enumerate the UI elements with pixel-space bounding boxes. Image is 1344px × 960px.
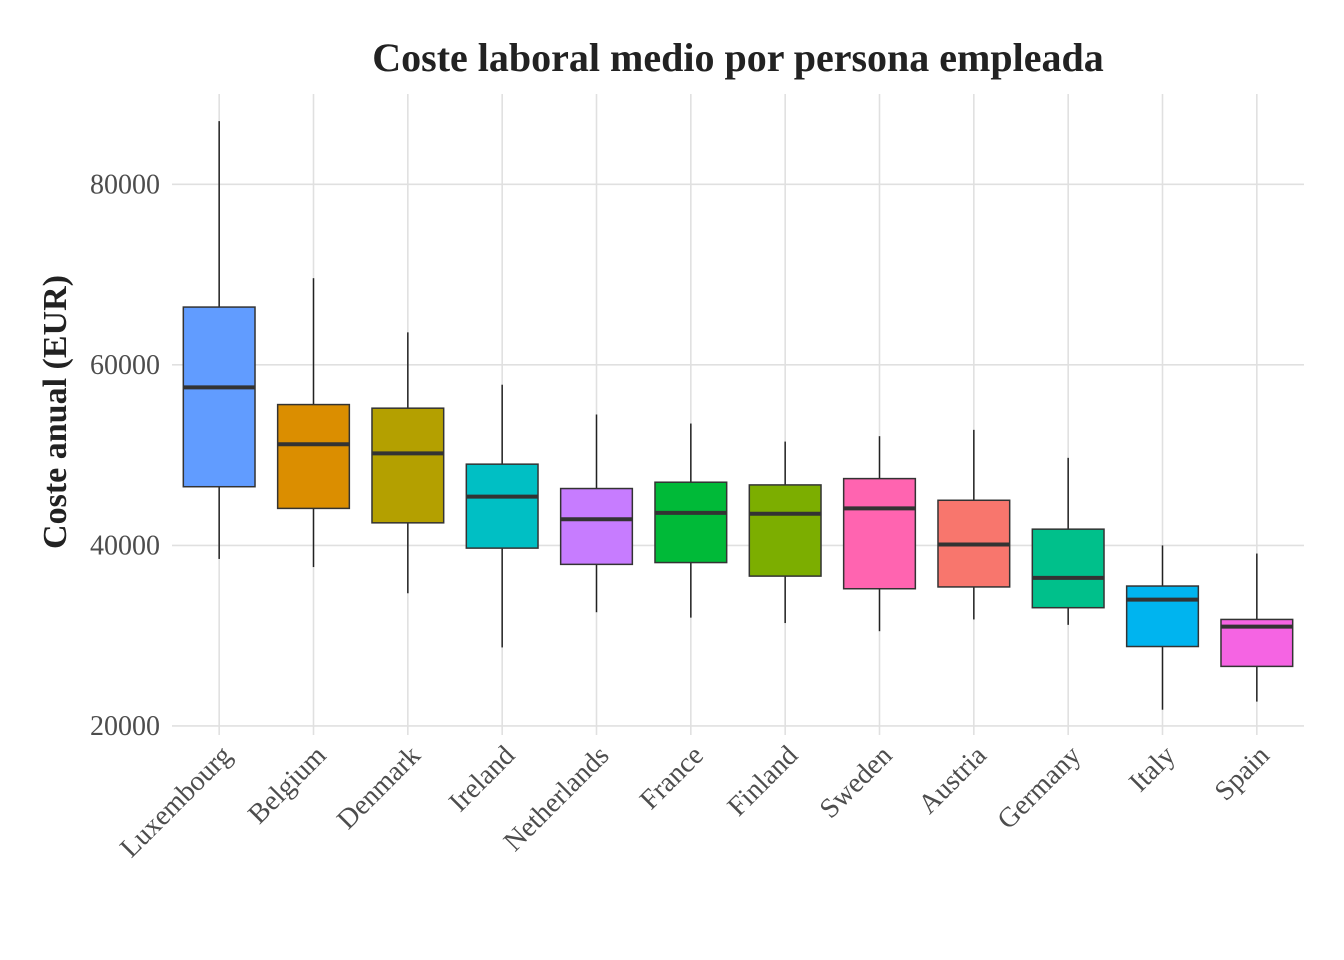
iqr-box (654, 481, 728, 564)
box-france (654, 423, 728, 618)
iqr-box (465, 463, 539, 549)
y-tick-labels: 20000 40000 60000 80000 (90, 169, 160, 742)
box-germany (1031, 457, 1105, 625)
x-tick-label: Spain (1209, 740, 1276, 807)
x-tick-label: Belgium (242, 740, 332, 830)
iqr-box (842, 477, 917, 590)
x-tick-label: Denmark (331, 740, 427, 836)
box-luxembourg (182, 121, 256, 559)
x-tick-label: France (634, 740, 710, 816)
y-tick-label: 40000 (90, 530, 160, 561)
iqr-box (748, 484, 822, 577)
x-tick-label: Sweden (814, 740, 899, 825)
x-tick-label: Germany (992, 740, 1088, 836)
y-axis-label: Coste anual (EUR) (37, 275, 74, 549)
iqr-box (1031, 528, 1105, 609)
chart-title: Coste laboral medio por persona empleada (372, 35, 1103, 80)
box-spain (1220, 553, 1294, 702)
box-belgium (276, 278, 351, 568)
box-ireland (465, 384, 539, 648)
iqr-box (559, 487, 634, 566)
y-tick-label: 80000 (90, 169, 160, 200)
iqr-box (276, 403, 351, 510)
box-austria (937, 429, 1011, 620)
x-tick-label: Luxembourg (114, 740, 238, 864)
x-tick-label: Italy (1123, 740, 1181, 798)
box-netherlands (559, 414, 634, 613)
y-tick-label: 20000 (90, 711, 160, 742)
x-tick-label: Ireland (443, 740, 521, 818)
box-finland (748, 441, 822, 624)
iqr-box (371, 407, 445, 524)
box-italy (1125, 545, 1200, 710)
y-tick-label: 60000 (90, 350, 160, 381)
box-sweden (842, 436, 917, 632)
iqr-box (1125, 585, 1200, 648)
x-tick-label: Finland (722, 740, 804, 822)
boxes (182, 121, 1294, 710)
x-tick-label: Austria (913, 740, 994, 821)
box-denmark (371, 332, 445, 594)
iqr-box (182, 306, 256, 488)
